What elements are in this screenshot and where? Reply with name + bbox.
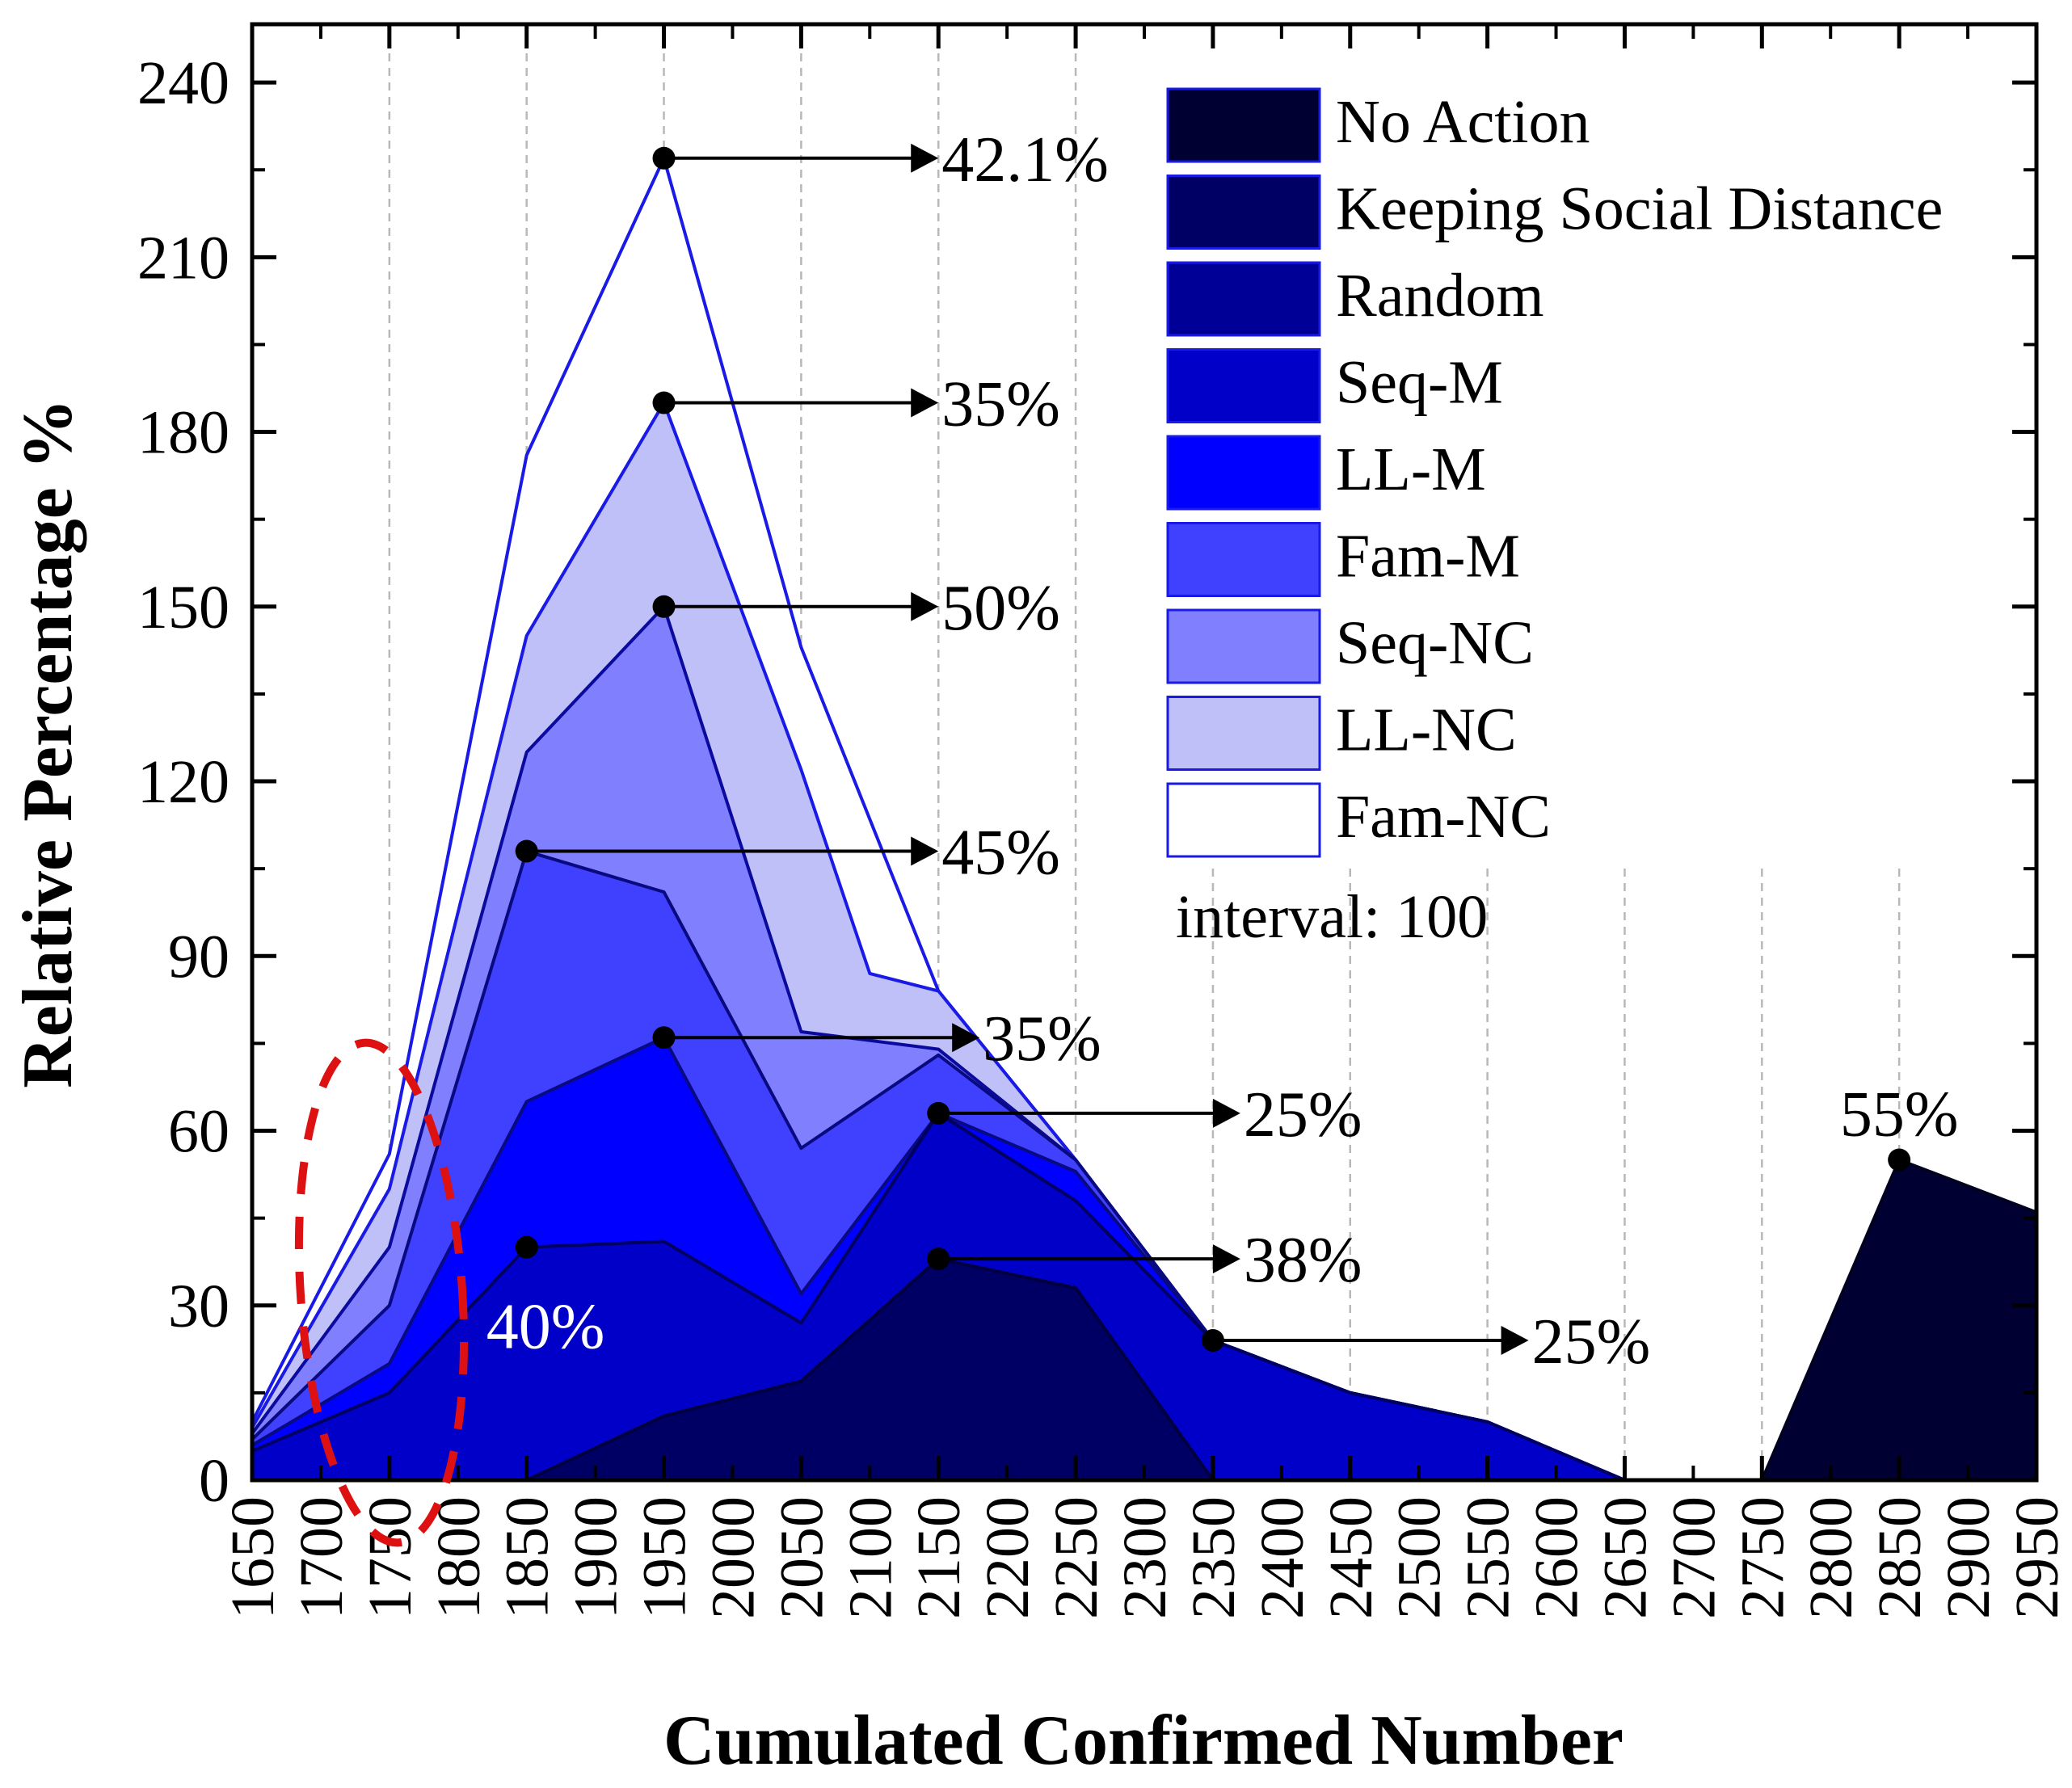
x-tick-label: 2300 (1111, 1496, 1179, 1619)
annotation-marker (927, 1101, 950, 1125)
x-axis-title: Cumulated Confirmed Number (663, 1702, 1623, 1780)
annotation-marker (1888, 1148, 1911, 1172)
annotation-marker (515, 1235, 538, 1259)
x-tick-label: 2450 (1317, 1496, 1385, 1619)
legend-swatch (1166, 696, 1321, 771)
y-tick-label: 120 (137, 748, 230, 816)
annotation-arrowhead (911, 388, 939, 418)
y-tick-label: 90 (168, 923, 230, 991)
x-tick-label: 2350 (1180, 1496, 1248, 1619)
legend-label: Fam-M (1336, 523, 1520, 591)
x-tick-label: 2550 (1455, 1496, 1522, 1619)
legend-label: Seq-NC (1336, 609, 1534, 677)
annotation-marker (652, 146, 676, 170)
x-tick-label: 2150 (905, 1496, 973, 1619)
x-tick-label: 2100 (836, 1496, 904, 1619)
legend-label: Random (1336, 262, 1544, 330)
x-tick-label: 1650 (219, 1496, 287, 1619)
annotations: 42.1% 35% 50% 45% 35% 25% 38% 25% 55% 40% (486, 124, 1959, 1378)
x-tick-label: 1800 (425, 1496, 493, 1619)
annotation-label: 45% (941, 818, 1060, 889)
annotation-label: 35% (983, 1003, 1101, 1075)
x-tick-label: 2250 (1042, 1496, 1110, 1619)
legend-swatch (1166, 522, 1321, 597)
annotation-marker (652, 391, 676, 414)
legend-label: Keeping Social Distance (1336, 175, 1943, 243)
annotation-arrowhead (952, 1023, 980, 1053)
annotation-marker (652, 595, 676, 618)
legend-swatch (1166, 608, 1321, 684)
x-tick-label: 2850 (1866, 1496, 1934, 1619)
x-tick-label: 1750 (356, 1496, 424, 1619)
y-tick-label: 180 (137, 399, 230, 467)
legend-swatch (1166, 348, 1321, 423)
interval-note: interval: 100 (1176, 883, 1488, 951)
y-tick-label: 210 (137, 224, 230, 292)
x-tick-label: 1950 (631, 1496, 699, 1619)
annotation-label: 38% (1244, 1225, 1362, 1296)
x-tick-label: 2050 (768, 1496, 836, 1619)
annotation-label: 35% (941, 369, 1060, 440)
highlight-ellipse (294, 1038, 469, 1547)
x-tick-label: 2200 (974, 1496, 1042, 1619)
x-tick-label: 2600 (1523, 1496, 1591, 1619)
legend-swatch (1166, 175, 1321, 250)
annotation-label: 40% (486, 1292, 605, 1363)
x-tick-label: 2800 (1797, 1496, 1865, 1619)
legend-swatch (1166, 261, 1321, 337)
x-tick-label: 2700 (1660, 1496, 1728, 1619)
annotation-marker (927, 1247, 950, 1271)
annotation-arrowhead (911, 591, 939, 621)
area-series (251, 156, 2038, 1482)
legend-label: No Action (1336, 88, 1590, 156)
legend-swatch (1166, 435, 1321, 511)
annotation-marker (1201, 1329, 1224, 1353)
y-tick-label: 0 (199, 1447, 230, 1515)
annotation-arrowhead (1212, 1098, 1240, 1128)
legend-label: Seq-M (1336, 349, 1503, 417)
legend-label: Fam-NC (1336, 783, 1551, 851)
axis-ticks: 0 30 60 90 120 150 180 210 240 1650 1700 1750 1800 18… (137, 24, 2071, 1619)
annotation-arrowhead (911, 836, 939, 866)
x-tick-label: 1900 (562, 1496, 630, 1619)
x-tick-label: 2650 (1591, 1496, 1659, 1619)
legend: No Action Keeping Social Distance Random Se… (1166, 87, 1943, 858)
x-tick-label: 1700 (288, 1496, 356, 1619)
annotation-label: 55% (1840, 1079, 1959, 1151)
annotation-marker (652, 1026, 676, 1050)
legend-swatch (1166, 87, 1321, 163)
annotation-arrowhead (1501, 1326, 1529, 1356)
x-tick-label: 2750 (1729, 1496, 1796, 1619)
legend-label: LL-NC (1336, 696, 1517, 764)
x-tick-label: 2900 (1935, 1496, 2003, 1619)
annotation-marker (515, 839, 538, 863)
annotation-label: 42.1% (941, 124, 1109, 196)
y-tick-label: 30 (168, 1273, 230, 1340)
y-axis-title: Relative Percentage % (9, 398, 87, 1088)
x-tick-label: 1850 (494, 1496, 562, 1619)
x-tick-label: 2000 (699, 1496, 767, 1619)
x-tick-label: 2500 (1386, 1496, 1454, 1619)
x-tick-label: 2400 (1249, 1496, 1316, 1619)
legend-label: LL-M (1336, 435, 1486, 503)
y-tick-label: 150 (137, 574, 230, 642)
annotation-label: 25% (1244, 1079, 1362, 1151)
legend-swatch (1166, 782, 1321, 858)
annotation-label: 25% (1532, 1306, 1651, 1378)
y-tick-label: 240 (137, 49, 230, 117)
annotation-arrowhead (911, 143, 939, 173)
annotation-arrowhead (1212, 1244, 1240, 1274)
annotation-label: 50% (941, 573, 1060, 644)
y-tick-label: 60 (168, 1098, 230, 1166)
x-tick-label: 2950 (2003, 1496, 2071, 1619)
